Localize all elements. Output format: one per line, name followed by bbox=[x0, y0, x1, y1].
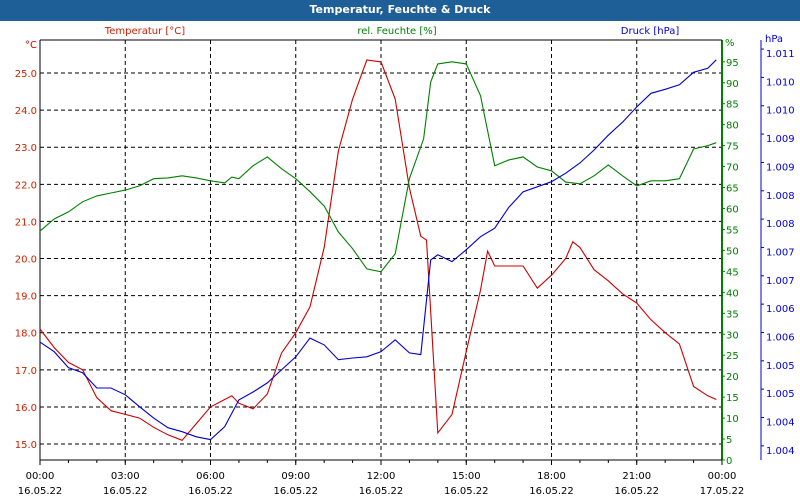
humidity-tick-label: 70 bbox=[726, 163, 739, 174]
x-tick-date: 16.05.22 bbox=[188, 486, 233, 497]
temperature-tick-label: 17.0 bbox=[15, 366, 37, 377]
x-tick-date: 16.05.22 bbox=[103, 486, 148, 497]
pressure-unit: hPa bbox=[765, 34, 783, 45]
grid bbox=[40, 40, 722, 460]
temperature-tick-label: 18.0 bbox=[15, 329, 37, 340]
humidity-tick-label: 10 bbox=[726, 414, 739, 425]
temperature-unit: °C bbox=[25, 40, 37, 51]
humidity-tick-label: 85 bbox=[726, 100, 739, 111]
pressure-tick-label: 1.010 bbox=[766, 106, 795, 117]
humidity-tick-label: 0 bbox=[726, 456, 732, 467]
series-line-temperature bbox=[39, 59, 717, 441]
pressure-tick-label: 1.008 bbox=[766, 219, 795, 230]
x-tick-time: 00:00 bbox=[26, 471, 55, 482]
humidity-tick-label: 95 bbox=[726, 58, 739, 69]
pressure-tick-label: 1.008 bbox=[766, 191, 795, 202]
x-tick-date: 16.05.22 bbox=[18, 486, 63, 497]
humidity-tick-label: 40 bbox=[726, 288, 739, 299]
series-line-humidity bbox=[39, 61, 717, 273]
x-tick-date: 16.05.22 bbox=[444, 486, 489, 497]
humidity-tick-label: 60 bbox=[726, 205, 739, 216]
x-tick-time: 00:00 bbox=[708, 471, 737, 482]
temperature-tick-label: 25.0 bbox=[15, 69, 37, 80]
pressure-tick-label: 1.004 bbox=[766, 446, 795, 457]
axes: 00:00 16.05.22 03:00 16.05.22 06:00 16.05.22 0… bbox=[15, 39, 795, 497]
pressure-tick-label: 1.010 bbox=[766, 77, 795, 88]
x-tick-date: 16.05.22 bbox=[273, 486, 318, 497]
x-tick-date: 16.05.22 bbox=[359, 486, 404, 497]
pressure-tick-label: 1.004 bbox=[766, 417, 795, 428]
x-tick-time: 15:00 bbox=[452, 471, 481, 482]
chart-title: Temperatur, Feuchte & Druck bbox=[0, 0, 800, 21]
legend-pressure: Druck [hPa] bbox=[621, 26, 680, 37]
temperature-tick-label: 19.0 bbox=[15, 292, 37, 303]
pressure-tick-label: 1.009 bbox=[766, 134, 795, 145]
humidity-tick-label: 65 bbox=[726, 184, 739, 195]
legend-humidity: rel. Feuchte [%] bbox=[357, 26, 436, 37]
pressure-tick-label: 1.011 bbox=[766, 49, 795, 60]
humidity-tick-label: 50 bbox=[726, 246, 739, 257]
pressure-tick-label: 1.006 bbox=[766, 304, 795, 315]
x-tick-date: 17.05.22 bbox=[700, 486, 745, 497]
temperature-tick-label: 23.0 bbox=[15, 143, 37, 154]
x-tick-time: 06:00 bbox=[196, 471, 225, 482]
temperature-tick-label: 24.0 bbox=[15, 106, 37, 117]
humidity-tick-label: 75 bbox=[726, 142, 739, 153]
temperature-tick-label: 22.0 bbox=[15, 180, 37, 191]
x-tick-date: 16.05.22 bbox=[614, 486, 659, 497]
humidity-tick-label: 90 bbox=[726, 79, 739, 90]
x-tick-time: 21:00 bbox=[622, 471, 651, 482]
series-line-pressure bbox=[39, 59, 717, 441]
humidity-tick-label: 25 bbox=[726, 351, 739, 362]
temperature-tick-label: 20.0 bbox=[15, 255, 37, 266]
x-tick-time: 03:00 bbox=[111, 471, 140, 482]
humidity-tick-label: 80 bbox=[726, 121, 739, 132]
temperature-tick-label: 16.0 bbox=[15, 403, 37, 414]
pressure-tick-label: 1.007 bbox=[766, 247, 795, 258]
humidity-tick-label: 30 bbox=[726, 330, 739, 341]
temperature-tick-label: 21.0 bbox=[15, 217, 37, 228]
pressure-tick-label: 1.007 bbox=[766, 276, 795, 287]
humidity-tick-label: 5 bbox=[726, 435, 732, 446]
pressure-tick-label: 1.006 bbox=[766, 332, 795, 343]
pressure-tick-label: 1.005 bbox=[766, 361, 795, 372]
x-tick-date: 16.05.22 bbox=[529, 486, 574, 497]
humidity-tick-label: 35 bbox=[726, 309, 739, 320]
humidity-tick-label: 45 bbox=[726, 267, 739, 278]
temperature-tick-label: 15.0 bbox=[15, 440, 37, 451]
legend-temperature: Temperatur [°C] bbox=[104, 26, 185, 37]
x-tick-time: 12:00 bbox=[367, 471, 396, 482]
pressure-tick-label: 1.009 bbox=[766, 162, 795, 173]
pressure-tick-label: 1.005 bbox=[766, 389, 795, 400]
humidity-tick-label: 20 bbox=[726, 372, 739, 383]
humidity-tick-label: 55 bbox=[726, 225, 739, 236]
series-lines bbox=[39, 59, 717, 441]
humidity-unit: % bbox=[725, 38, 735, 49]
humidity-tick-label: 15 bbox=[726, 393, 739, 404]
x-tick-time: 09:00 bbox=[281, 471, 310, 482]
x-tick-time: 18:00 bbox=[537, 471, 566, 482]
